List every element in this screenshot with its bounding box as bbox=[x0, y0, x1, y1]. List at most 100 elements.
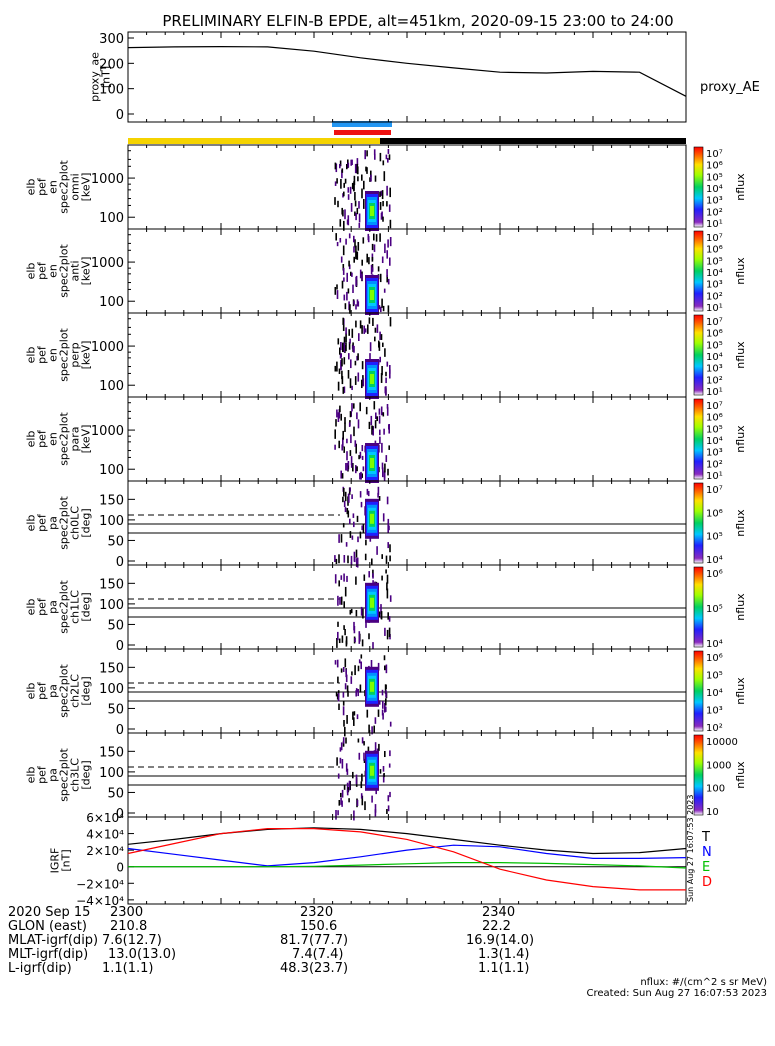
day-night-bar-transition bbox=[336, 138, 392, 144]
spectrogram-pixel bbox=[374, 153, 376, 160]
spectrogram-pixel bbox=[361, 379, 363, 389]
spectrogram-pixel bbox=[347, 162, 350, 168]
spectrogram-pixel bbox=[389, 721, 392, 727]
spectrogram-pixel bbox=[353, 345, 355, 353]
spectrogram-pixel bbox=[355, 688, 358, 693]
spectrogram-pixel bbox=[386, 185, 388, 196]
spectrogram-pixel bbox=[363, 741, 365, 746]
spectrogram-pixel bbox=[347, 215, 350, 226]
spectrogram-pixel bbox=[369, 342, 372, 352]
spectrogram-pixel bbox=[371, 795, 373, 803]
spectrogram-pixel bbox=[378, 415, 381, 424]
colorbar-label-text: nflux bbox=[734, 425, 747, 453]
spectrogram-pixel bbox=[337, 412, 340, 422]
spectrogram-pixel bbox=[385, 377, 387, 384]
spectrogram-pixel bbox=[338, 409, 341, 419]
spectrogram-pixel bbox=[341, 370, 343, 380]
spectrogram-pixel bbox=[359, 402, 361, 412]
spectrogram-pixel bbox=[355, 558, 358, 567]
spectrogram-pixel bbox=[368, 724, 370, 733]
spectrogram-pixel bbox=[389, 595, 392, 602]
spectrogram-pixel bbox=[350, 456, 353, 466]
spectrogram-pixel bbox=[335, 163, 338, 173]
spectrogram-pixel bbox=[355, 576, 357, 585]
colorbar-ch1LC bbox=[693, 566, 704, 648]
colorbar-ch3LC bbox=[693, 734, 704, 816]
spectrogram-pixel bbox=[355, 549, 358, 558]
panel-frame-igrf bbox=[127, 816, 687, 905]
igrf-legend-T: T bbox=[701, 830, 710, 845]
spectrogram-pixel bbox=[387, 612, 389, 620]
spectrogram-pixel bbox=[387, 518, 390, 526]
spectrogram-pixel bbox=[344, 209, 346, 220]
y-axis-label-line: spec2plot bbox=[58, 748, 71, 802]
spectrogram-pixel bbox=[386, 250, 388, 259]
spectrogram-pixel bbox=[370, 415, 373, 426]
spectrogram-pixel bbox=[389, 544, 391, 553]
y-axis-label-line: spec2plot bbox=[58, 244, 71, 298]
science-zone-bar-blue bbox=[332, 121, 392, 127]
spectrogram-pixel bbox=[355, 320, 357, 328]
spectrogram-pixel bbox=[353, 183, 355, 192]
spectrogram-pixel bbox=[334, 181, 337, 186]
orbit-bars bbox=[128, 121, 686, 144]
y-tick-label: 300 bbox=[99, 32, 124, 47]
spectrogram-pixel bbox=[342, 737, 345, 744]
spectrogram-pixel bbox=[361, 445, 364, 452]
spectrogram-pixel bbox=[376, 416, 378, 422]
spectrogram-pixel bbox=[354, 637, 356, 643]
spectrogram-pixel bbox=[342, 706, 345, 716]
spectrogram-pixel bbox=[388, 627, 391, 637]
y-axis-label-line: spec2plot bbox=[58, 664, 71, 718]
spectrogram-pixel bbox=[388, 445, 390, 450]
spectrogram-pixel bbox=[346, 508, 349, 515]
spectrogram-pixel bbox=[387, 278, 390, 285]
spectrogram-pixel bbox=[360, 661, 362, 670]
colorbar-tick-label: 1000 bbox=[706, 760, 731, 771]
y-axis-label-line: [nT] bbox=[100, 66, 113, 88]
spectrogram-pixel bbox=[338, 580, 340, 587]
spectrogram-pixel bbox=[371, 425, 373, 435]
spectrogram-pixel bbox=[344, 422, 346, 432]
spectrogram-pixel bbox=[370, 174, 372, 182]
spectrogram-pixel bbox=[348, 264, 351, 270]
y-tick-label: 1000 bbox=[91, 172, 124, 187]
spectrogram-pixel bbox=[336, 242, 339, 247]
colorbar-label-text: nflux bbox=[734, 173, 747, 201]
y-axis-label-line: proxy_ae bbox=[89, 52, 102, 102]
spectrogram-pixel bbox=[371, 425, 374, 430]
spectrogram-pixel bbox=[381, 462, 384, 470]
spectrogram-pixel bbox=[356, 251, 359, 260]
spectrogram-pixel bbox=[350, 203, 353, 212]
spectrogram-pixel bbox=[346, 715, 348, 724]
spectrogram-pixel bbox=[378, 700, 381, 705]
spectrogram-pixel bbox=[343, 601, 345, 608]
spectrogram-pixel bbox=[357, 372, 360, 382]
spectrogram-pixel bbox=[378, 305, 381, 310]
y-axis-label-line: [deg] bbox=[80, 760, 93, 789]
spectrogram-pixel bbox=[363, 199, 365, 209]
spectrogram-pixel bbox=[389, 257, 391, 266]
spectrogram-pixel bbox=[355, 245, 357, 253]
spectrogram-pixel bbox=[381, 709, 384, 716]
spectrogram-pixel bbox=[355, 276, 357, 287]
spectrogram-pixel bbox=[366, 488, 369, 495]
colorbar-tick-label: 10⁵ bbox=[706, 172, 723, 183]
footer-row-time: 2020 Sep 15 2300 2320 2340 bbox=[8, 905, 516, 920]
spectrogram-pixel bbox=[369, 353, 371, 361]
spectrogram-pixel bbox=[353, 256, 355, 263]
colorbar-label-text: nflux bbox=[734, 593, 747, 621]
spectrogram-pixel bbox=[349, 518, 351, 525]
spectrogram-pixel bbox=[371, 558, 373, 566]
spectrogram-pixel bbox=[343, 488, 345, 497]
spectrogram-pixel bbox=[354, 200, 357, 207]
y-axis-label-line: pef bbox=[36, 513, 49, 532]
spectrogram-pixel bbox=[357, 419, 360, 429]
spectrogram-pixel bbox=[337, 631, 339, 641]
y-axis-label-line: spec2plot bbox=[58, 412, 71, 466]
colorbar-tick-label: 100 bbox=[706, 784, 725, 795]
igrf-legend-E: E bbox=[702, 860, 710, 875]
igrf-legend-N: N bbox=[702, 845, 712, 860]
spectrogram-pixel bbox=[344, 658, 347, 668]
spectrogram-pixel bbox=[363, 325, 365, 334]
